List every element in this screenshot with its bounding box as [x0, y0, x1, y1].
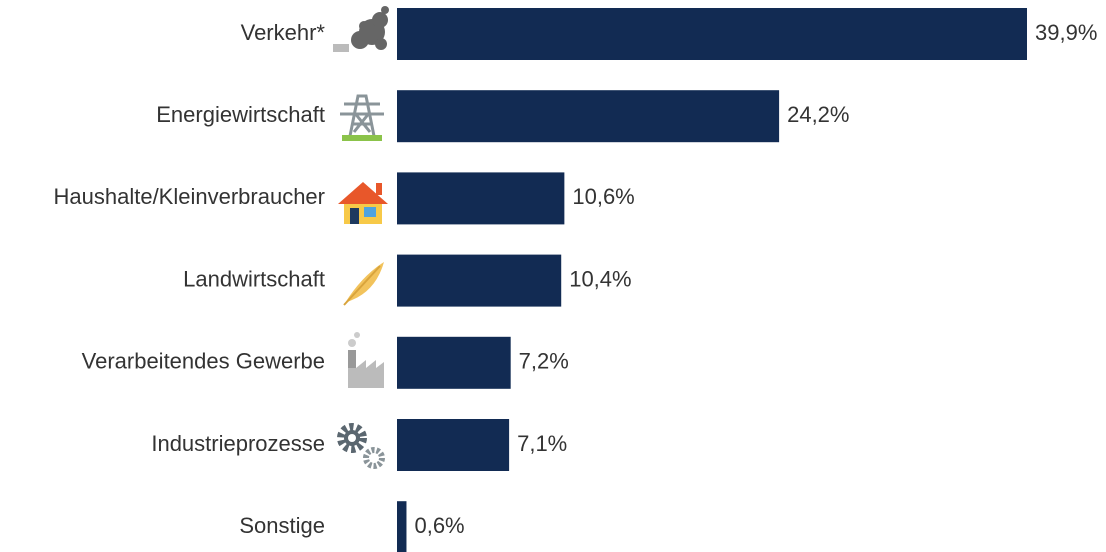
bar — [397, 254, 562, 307]
category-label: Landwirtschaft — [183, 266, 325, 291]
category-label: Industrieprozesse — [151, 431, 325, 456]
icon-house — [338, 182, 388, 224]
value-label: 39,9% — [1035, 20, 1097, 45]
value-label: 10,6% — [572, 184, 634, 209]
value-label: 7,1% — [517, 431, 567, 456]
value-label: 7,2% — [519, 349, 569, 374]
icon-factory — [348, 332, 384, 388]
bar — [397, 8, 1027, 60]
icon-pylon — [340, 94, 384, 141]
bar — [397, 172, 565, 225]
category-label: Verkehr* — [241, 20, 326, 45]
bar — [397, 501, 407, 552]
value-label: 10,4% — [569, 266, 631, 291]
bar — [397, 90, 780, 143]
category-label: Haushalte/Kleinverbraucher — [54, 184, 326, 209]
icon-wheat — [343, 262, 384, 306]
category-label: Verarbeitendes Gewerbe — [82, 349, 325, 374]
bar — [397, 419, 510, 471]
bar — [397, 336, 511, 389]
value-label: 0,6% — [414, 513, 464, 538]
category-label: Sonstige — [239, 513, 325, 538]
value-label: 24,2% — [787, 102, 849, 127]
icon-smoke — [333, 6, 389, 52]
icon-gears — [337, 423, 385, 469]
category-label: Energiewirtschaft — [156, 102, 325, 127]
